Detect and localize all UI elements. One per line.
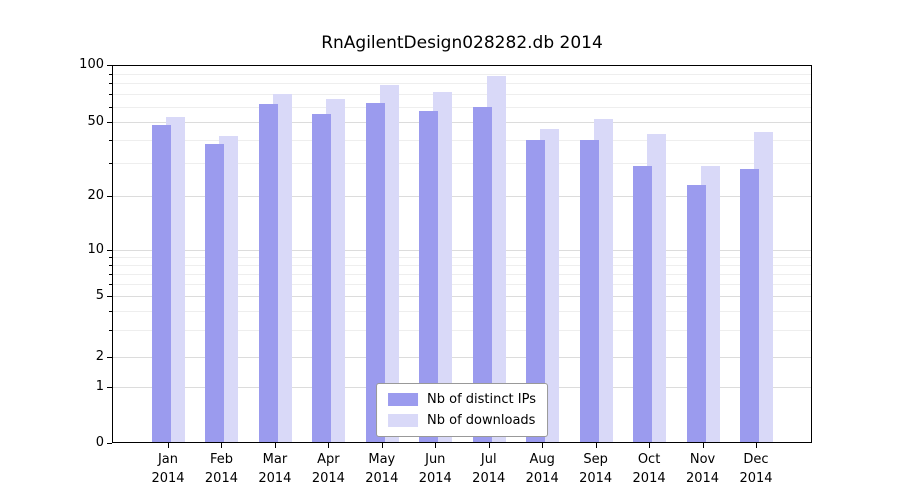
minor-gridline bbox=[112, 264, 812, 266]
x-tick-label: Mar 2014 bbox=[258, 452, 292, 486]
bar-distinct-ips bbox=[686, 184, 706, 443]
y-minor-tick-mark bbox=[109, 283, 112, 285]
y-minor-tick-mark bbox=[109, 107, 112, 109]
y-tick-label: 10 bbox=[87, 241, 104, 257]
major-gridline bbox=[112, 196, 812, 198]
bar-distinct-ips bbox=[526, 140, 546, 443]
x-tick-label: Nov 2014 bbox=[685, 452, 720, 486]
x-tick-mark bbox=[221, 443, 223, 448]
y-tick-label: 1 bbox=[95, 379, 104, 395]
y-minor-tick-mark bbox=[109, 256, 112, 258]
minor-gridline bbox=[112, 163, 812, 165]
x-tick-label: Sep 2014 bbox=[579, 452, 613, 486]
major-gridline bbox=[112, 249, 812, 251]
x-tick-mark bbox=[328, 443, 330, 448]
x-tick-label: Jul 2014 bbox=[472, 452, 506, 486]
x-tick-mark bbox=[542, 443, 544, 448]
x-tick-label: Feb 2014 bbox=[204, 452, 238, 486]
minor-gridline bbox=[112, 256, 812, 258]
minor-gridline bbox=[112, 140, 812, 142]
x-tick-label: Jun 2014 bbox=[418, 452, 452, 486]
major-gridline bbox=[112, 356, 812, 358]
bar-distinct-ips bbox=[472, 107, 492, 443]
major-gridline bbox=[112, 65, 812, 66]
x-tick-mark bbox=[702, 443, 704, 448]
plot-area: Nb of distinct IPs Nb of downloads bbox=[112, 65, 812, 443]
bar-distinct-ips bbox=[419, 111, 439, 443]
x-tick-label: Jan 2014 bbox=[151, 452, 185, 486]
y-minor-tick-mark bbox=[109, 264, 112, 266]
y-tick-mark bbox=[107, 356, 112, 358]
y-tick-label: 20 bbox=[87, 188, 104, 204]
bar-distinct-ips bbox=[258, 104, 278, 443]
y-tick-mark bbox=[107, 249, 112, 251]
x-tick-label: Aug 2014 bbox=[525, 452, 559, 486]
x-tick-mark bbox=[274, 443, 276, 448]
minor-gridline bbox=[112, 310, 812, 312]
major-gridline bbox=[112, 295, 812, 297]
y-minor-tick-mark bbox=[109, 310, 112, 312]
y-tick-mark bbox=[107, 295, 112, 297]
y-minor-tick-mark bbox=[109, 140, 112, 142]
legend-entry-distinct-ips: Nb of distinct IPs bbox=[388, 392, 536, 407]
y-tick-label: 5 bbox=[95, 287, 104, 303]
minor-gridline bbox=[112, 83, 812, 85]
legend-entry-downloads: Nb of downloads bbox=[388, 413, 536, 428]
y-minor-tick-mark bbox=[109, 83, 112, 85]
major-gridline bbox=[112, 122, 812, 124]
y-tick-mark bbox=[107, 196, 112, 198]
x-tick-label: Apr 2014 bbox=[311, 452, 345, 486]
legend: Nb of distinct IPs Nb of downloads bbox=[376, 383, 548, 437]
bar-distinct-ips bbox=[205, 144, 225, 443]
legend-label-downloads: Nb of downloads bbox=[427, 413, 536, 428]
y-tick-label: 0 bbox=[95, 435, 104, 450]
y-tick-label: 50 bbox=[87, 114, 104, 130]
x-tick-mark bbox=[381, 443, 383, 448]
y-minor-tick-mark bbox=[109, 73, 112, 75]
minor-gridline bbox=[112, 94, 812, 96]
minor-gridline bbox=[112, 107, 812, 109]
legend-swatch-downloads bbox=[388, 414, 419, 427]
y-minor-tick-mark bbox=[109, 94, 112, 96]
y-tick-label: 100 bbox=[79, 57, 104, 72]
x-tick-mark bbox=[756, 443, 757, 448]
y-minor-tick-mark bbox=[109, 329, 112, 331]
bar-distinct-ips bbox=[740, 168, 759, 443]
bar-distinct-ips bbox=[633, 166, 653, 443]
minor-gridline bbox=[112, 73, 812, 75]
y-tick-mark bbox=[107, 122, 112, 124]
legend-label-distinct-ips: Nb of distinct IPs bbox=[427, 392, 536, 407]
y-minor-tick-mark bbox=[109, 273, 112, 275]
bar-distinct-ips bbox=[579, 140, 599, 443]
minor-gridline bbox=[112, 329, 812, 331]
minor-gridline bbox=[112, 273, 812, 275]
x-tick-mark bbox=[649, 443, 651, 448]
x-tick-mark bbox=[595, 443, 597, 448]
y-minor-tick-mark bbox=[109, 163, 112, 165]
x-tick-label: May 2014 bbox=[365, 452, 399, 486]
y-tick-mark bbox=[107, 443, 112, 444]
x-tick-label: Dec 2014 bbox=[739, 452, 773, 486]
y-tick-mark bbox=[107, 65, 112, 66]
y-tick-label: 2 bbox=[95, 348, 104, 364]
y-tick-mark bbox=[107, 387, 112, 389]
legend-swatch-distinct-ips bbox=[388, 393, 419, 406]
bar-distinct-ips bbox=[312, 114, 332, 443]
bar-distinct-ips bbox=[365, 103, 385, 443]
minor-gridline bbox=[112, 283, 812, 285]
chart-title: RnAgilentDesign028282.db 2014 bbox=[321, 33, 603, 53]
x-tick-mark bbox=[168, 443, 169, 448]
x-tick-mark bbox=[435, 443, 437, 448]
x-tick-mark bbox=[488, 443, 490, 448]
x-tick-label: Oct 2014 bbox=[632, 452, 666, 486]
bar-distinct-ips bbox=[152, 125, 171, 443]
